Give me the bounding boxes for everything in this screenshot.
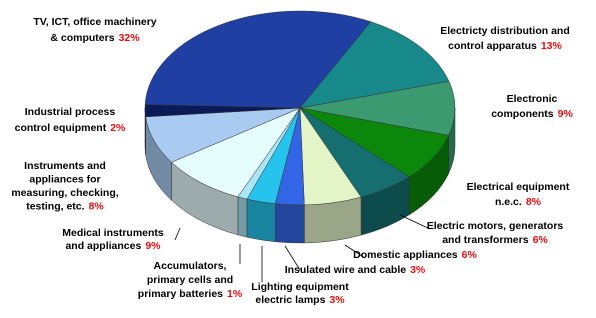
slice-top (299, 21, 450, 109)
label-line: Domestic appliances (353, 249, 458, 261)
slice-label: Industrial process control equipment 2% (15, 106, 126, 134)
slice-label: Insulated wire and cable 3% (285, 264, 426, 276)
label-line: measuring, checking, (11, 187, 118, 199)
slice-label: Lighting equipment electric lamps 3% (251, 281, 349, 306)
slice (171, 107, 301, 236)
slice-side (237, 196, 248, 238)
label-value: 32% (119, 32, 141, 44)
slice-label: Medical instruments and appliances 9% (62, 227, 164, 252)
label-line: components (491, 108, 554, 120)
slice (299, 107, 362, 244)
label-value: 1% (227, 288, 243, 300)
leader-line (344, 244, 366, 259)
label-line: Instruments and (24, 160, 106, 172)
leader-line (174, 227, 181, 241)
label-value: 9% (558, 108, 574, 120)
label-line: and transformers (442, 234, 529, 246)
label-value: 6% (462, 249, 478, 261)
slice-label: Electric motors, generators and transform… (427, 220, 564, 246)
label-line: Electric motors, generators (427, 220, 564, 232)
label-value: 8% (89, 201, 105, 213)
label-value: 9% (145, 240, 161, 252)
slice-top (144, 10, 372, 109)
label-line: TV, ICT, office machinery (33, 16, 156, 28)
label-line: & computers (50, 32, 114, 44)
slice-label: Domestic appliances 6% (353, 249, 477, 261)
slice-label: Electricty distribution and control appar… (440, 25, 570, 52)
label-line: primary cells and (147, 274, 233, 286)
slice-top (171, 107, 301, 198)
slice-label: Accumulators, primary cells and primary ba… (138, 260, 243, 300)
label-line: testing, etc. (26, 201, 84, 213)
slice-label: Electronic components 9% (491, 93, 573, 120)
slice (144, 10, 372, 109)
slice-side (274, 203, 305, 244)
slice (144, 104, 301, 155)
slice-top (299, 80, 456, 136)
label-line: electric lamps (255, 294, 325, 306)
label-line: appliances for (29, 174, 100, 186)
label-line: and appliances (65, 240, 141, 252)
label-line: Electricty distribution and (440, 25, 570, 37)
label-line: n.e.c. (495, 196, 522, 208)
slice-label: Electrical equipment n.e.c. 8% (467, 181, 570, 208)
slice (299, 107, 450, 216)
slice (237, 107, 301, 238)
leader-line (399, 214, 431, 230)
label-line: primary batteries (138, 288, 223, 300)
label-value: 13% (541, 40, 563, 52)
slice (274, 107, 305, 244)
label-value: 3% (410, 264, 426, 276)
label-line: Electronic (507, 93, 558, 105)
label-value: 3% (329, 294, 345, 306)
slice (299, 80, 456, 174)
label-value: 2% (110, 122, 126, 134)
slice-side (246, 198, 276, 243)
label-line: Industrial process (25, 106, 116, 118)
label-value: 6% (533, 234, 549, 246)
label-line: Lighting equipment (251, 281, 349, 293)
label-value: 8% (526, 196, 542, 208)
label-line: control apparatus (448, 40, 537, 52)
slice-label: TV, ICT, office machinery & computers 32% (33, 16, 156, 44)
label-line: Medical instruments (62, 227, 164, 239)
leader-line (284, 245, 301, 271)
label-line: Insulated wire and cable (285, 264, 407, 276)
label-line: Accumulators, (154, 260, 227, 272)
slice-top (144, 104, 301, 118)
slice-label: Instruments and appliances for measuring, … (11, 160, 118, 213)
slice (299, 21, 450, 109)
label-line: Electrical equipment (467, 181, 570, 193)
slice (246, 107, 301, 243)
label-line: control equipment (15, 122, 107, 134)
